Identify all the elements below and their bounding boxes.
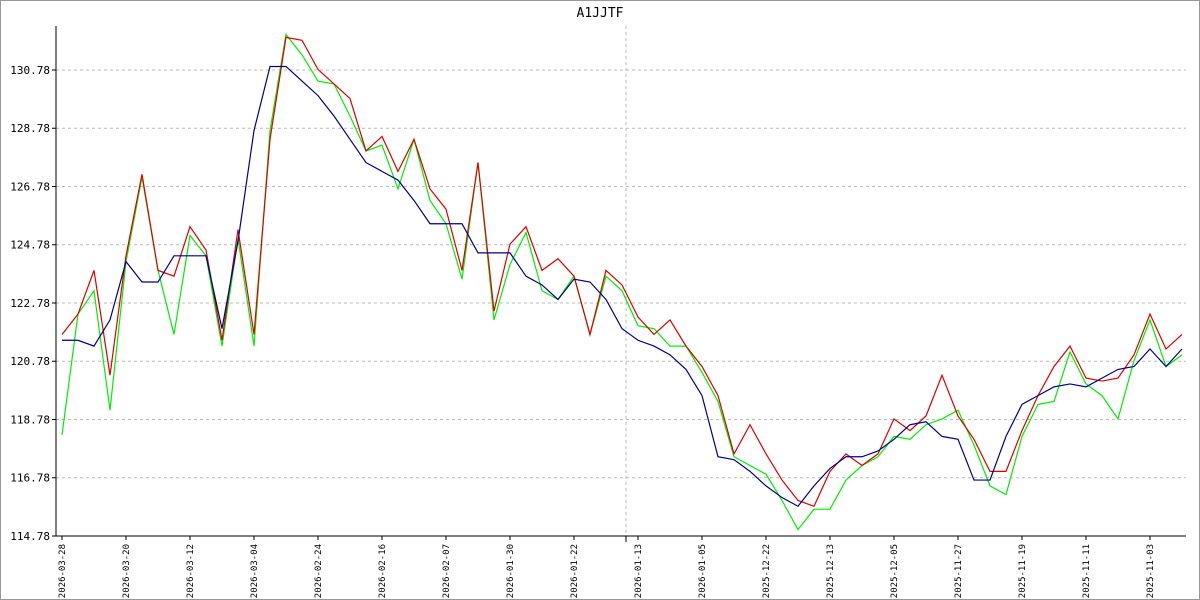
x-tick-label: 2026-03-12 bbox=[186, 544, 196, 598]
y-tick-label: 130.78 bbox=[10, 64, 50, 77]
series-line bbox=[61, 36, 1183, 508]
x-tick-label: 2026-01-30 bbox=[506, 544, 516, 598]
x-tick-label: 2026-02-16 bbox=[378, 544, 388, 598]
x-tick-label: 2025-12-22 bbox=[762, 544, 772, 598]
y-tick-label: 126.78 bbox=[10, 180, 50, 193]
x-tick-label: 2025-12-13 bbox=[826, 544, 836, 598]
y-tick-label: 122.78 bbox=[10, 297, 50, 310]
x-tick-label: 2026-02-07 bbox=[442, 544, 452, 598]
series-line bbox=[62, 65, 1183, 508]
x-tick-label: 2026-03-04 bbox=[250, 544, 260, 598]
x-tick-label: 2026-02-24 bbox=[314, 544, 324, 598]
chart-title: A1JJTF bbox=[577, 6, 624, 21]
x-tick-label: 2026-03-20 bbox=[122, 544, 132, 598]
x-tick-label: 2026-01-13 bbox=[634, 544, 644, 598]
y-tick-label: 128.78 bbox=[10, 122, 50, 135]
x-tick-label: 2026-03-28 bbox=[58, 544, 68, 598]
x-tick-label: 2025-11-27 bbox=[954, 544, 964, 598]
y-tick-label: 114.78 bbox=[10, 530, 50, 543]
x-tick-label: 2025-11-11 bbox=[1082, 544, 1092, 598]
x-tick-label: 2026-01-05 bbox=[698, 544, 708, 598]
y-tick-label: 118.78 bbox=[10, 413, 50, 426]
x-tick-label: 2025-11-19 bbox=[1018, 544, 1028, 598]
x-tick-label: 2026-01-22 bbox=[570, 544, 580, 598]
x-tick-label: 2025-11-03 bbox=[1146, 544, 1156, 598]
x-tick-label: 2025-12-05 bbox=[890, 544, 900, 598]
y-tick-label: 120.78 bbox=[10, 355, 50, 368]
y-tick-label: 116.78 bbox=[10, 472, 50, 485]
y-tick-label: 124.78 bbox=[10, 239, 50, 252]
series-line bbox=[61, 33, 1183, 531]
